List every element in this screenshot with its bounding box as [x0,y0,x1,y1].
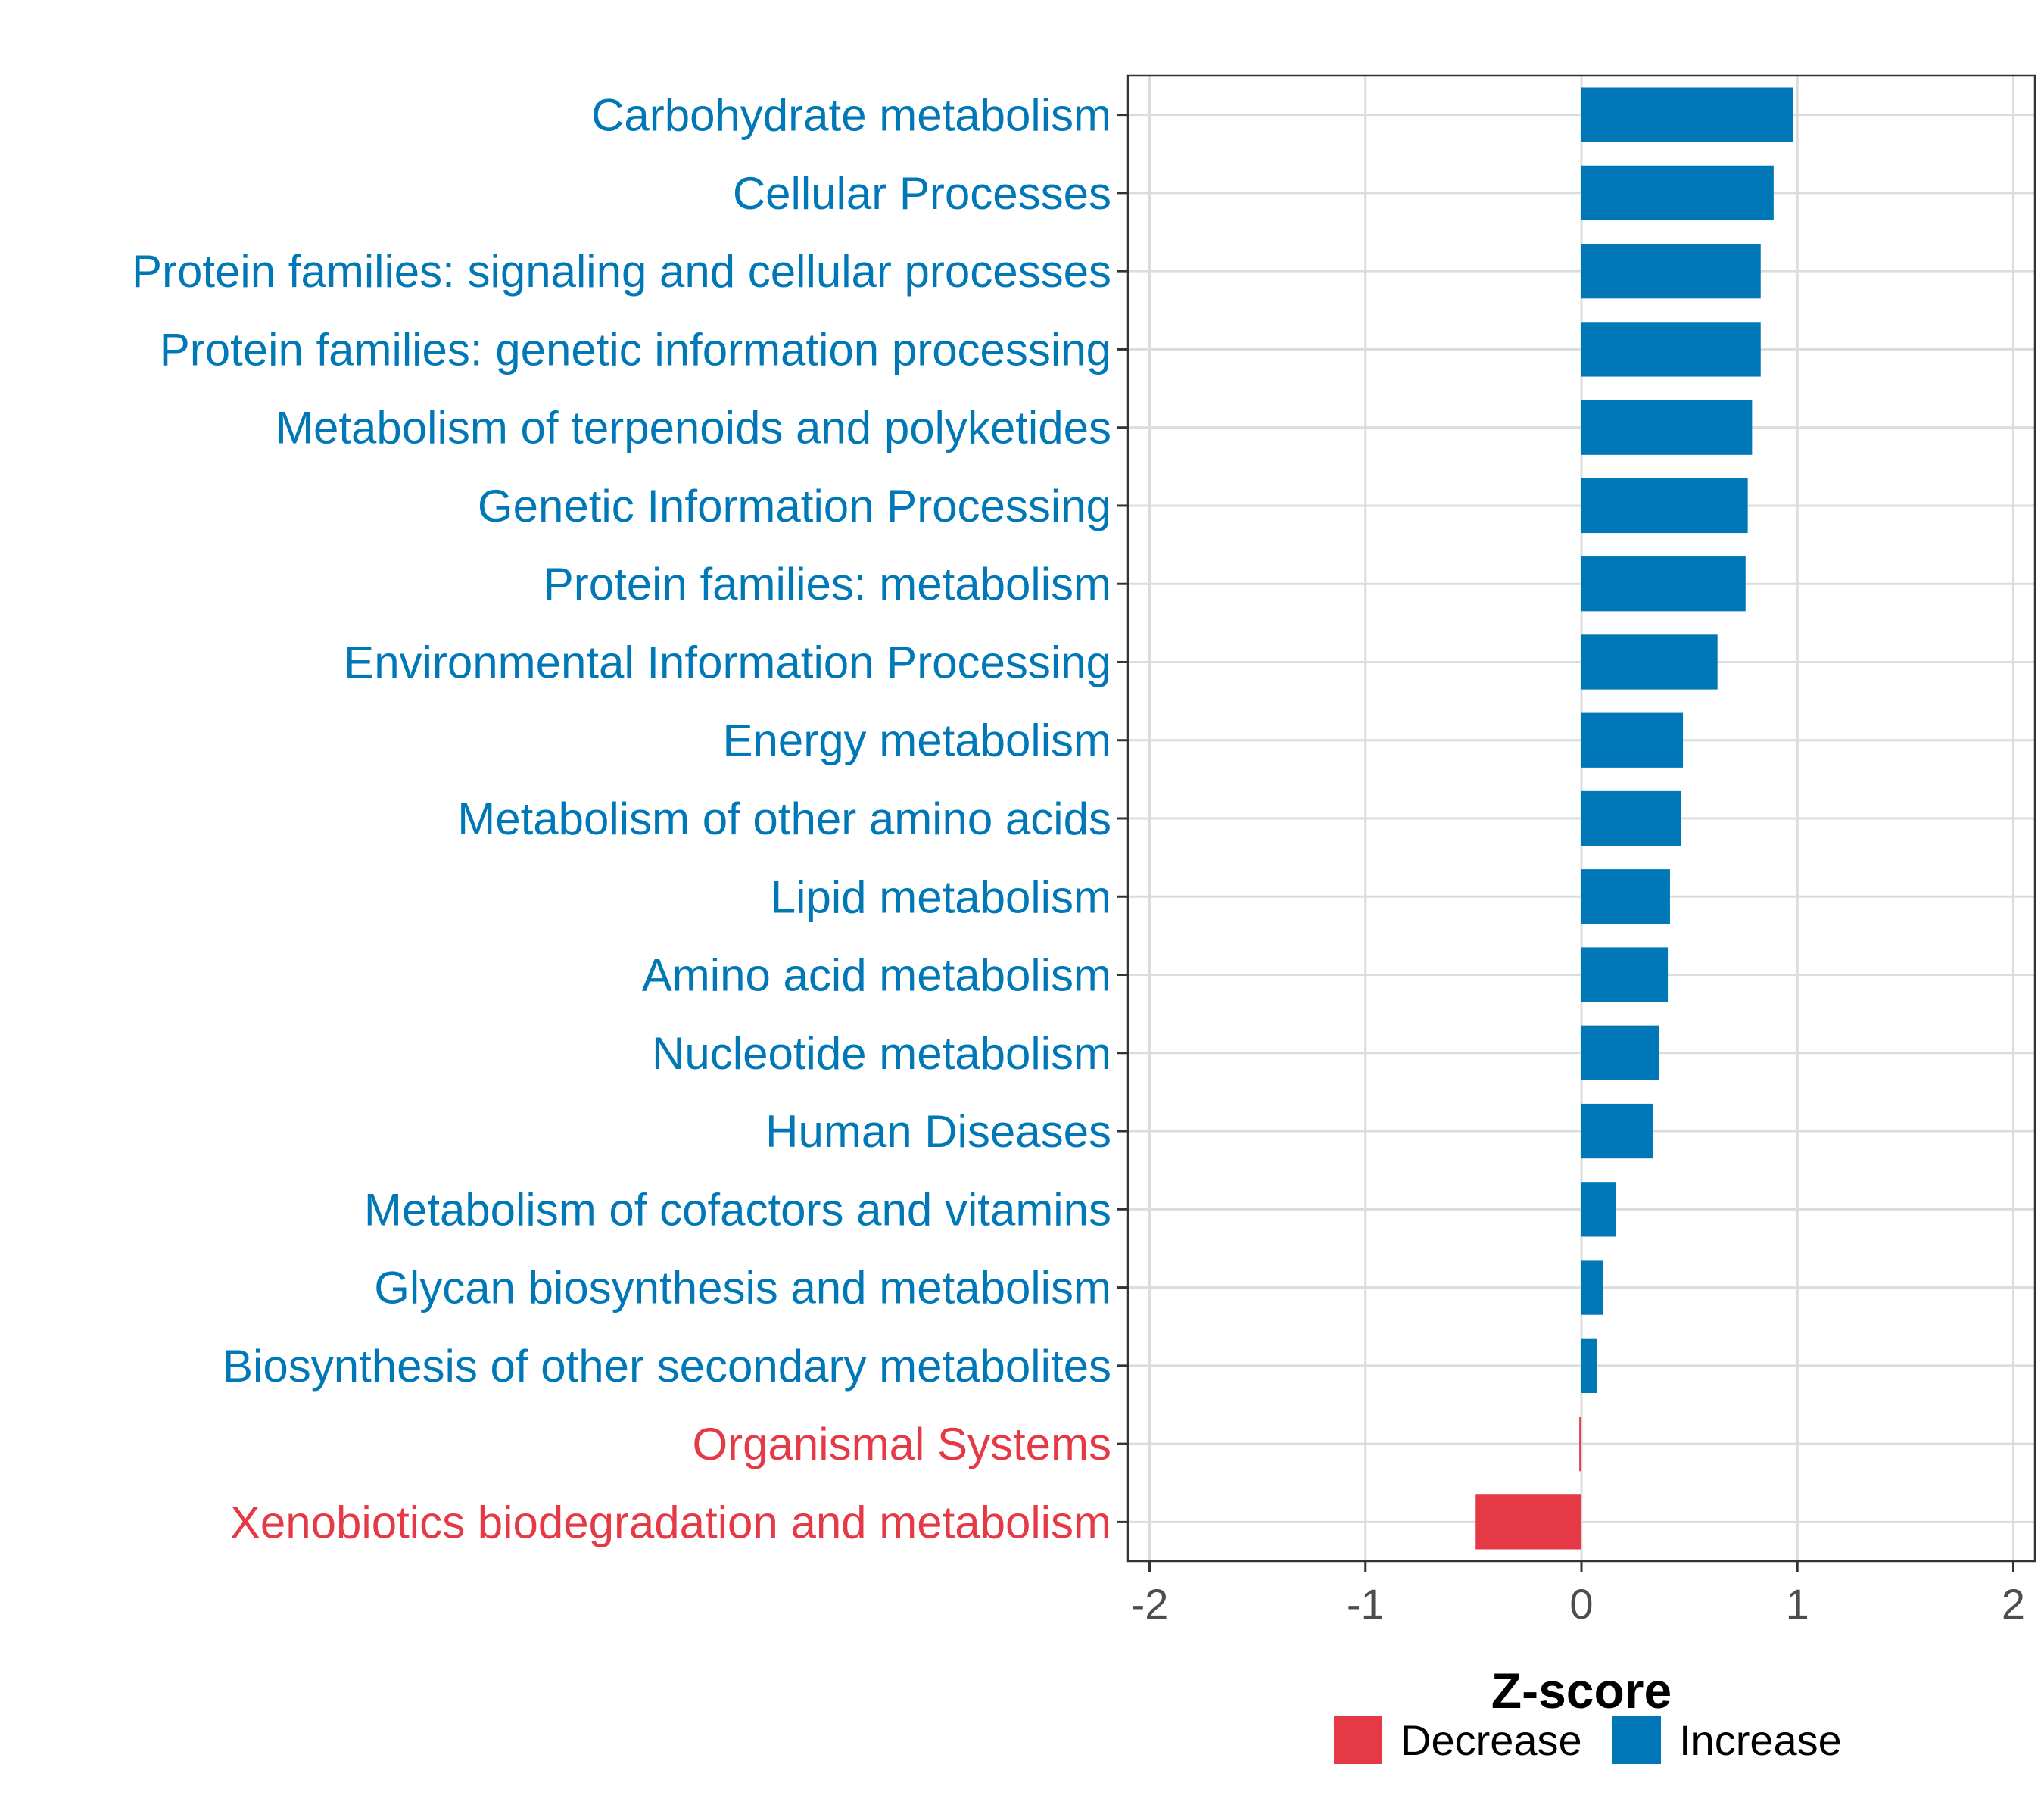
category-label: Organismal Systems [693,1419,1111,1469]
legend-swatch-decrease [1334,1716,1382,1764]
category-label: Biosynthesis of other secondary metaboli… [223,1341,1111,1392]
bar [1581,244,1761,299]
bar [1581,1025,1659,1080]
legend-label-decrease: Decrease [1401,1716,1582,1764]
category-label: Metabolism of terpenoids and polyketides [276,403,1111,453]
category-label: Glycan biosynthesis and metabolism [374,1263,1111,1314]
y-axis: Carbohydrate metabolism Cellular Processe… [132,90,1128,1547]
category-label: Energy metabolism [722,715,1111,766]
x-axis: -2 -1 0 1 2 [1131,1561,2025,1628]
x-tick-label: 2 [2002,1580,2025,1628]
category-label: Environmental Information Processing [344,637,1111,687]
category-label: Xenobiotics biodegradation and metabolis… [230,1497,1111,1547]
bar [1581,165,1774,221]
bar [1581,712,1684,768]
category-label: Protein families: metabolism [544,559,1111,609]
category-label: Carbohydrate metabolism [591,90,1111,141]
x-tick-label: -2 [1131,1580,1169,1628]
category-label: Cellular Processes [733,168,1111,219]
legend-swatch-increase [1612,1716,1661,1764]
x-tick-label: 1 [1786,1580,1809,1628]
bar [1579,1416,1581,1472]
x-axis-title: Z-score [1491,1663,1672,1719]
bar [1581,400,1753,455]
bar [1581,322,1761,377]
x-tick-label: 0 [1569,1580,1593,1628]
bar [1581,1338,1597,1393]
x-tick-label: -1 [1347,1580,1385,1628]
category-label: Amino acid metabolism [642,950,1111,1001]
bar [1581,1103,1653,1159]
category-label: Metabolism of other amino acids [457,793,1111,844]
legend-label-increase: Increase [1679,1716,1842,1764]
category-label: Nucleotide metabolism [652,1028,1111,1079]
category-label: Genetic Information Processing [478,481,1111,531]
category-label: Human Diseases [765,1106,1111,1157]
bar [1581,478,1748,534]
bar [1581,1260,1603,1315]
category-label: Protein families: signaling and cellular… [132,246,1111,297]
bar [1581,790,1681,846]
category-label: Lipid metabolism [771,871,1111,922]
bar [1581,556,1746,612]
bar [1581,869,1670,924]
bar [1475,1494,1581,1550]
bars [1475,87,1793,1550]
bar [1581,634,1718,690]
bar [1581,947,1669,1002]
bar [1581,87,1793,142]
legend: Decrease Increase [1334,1716,1842,1764]
category-label: Protein families: genetic information pr… [160,324,1111,375]
category-label: Metabolism of cofactors and vitamins [364,1184,1111,1235]
bar [1581,1182,1616,1237]
